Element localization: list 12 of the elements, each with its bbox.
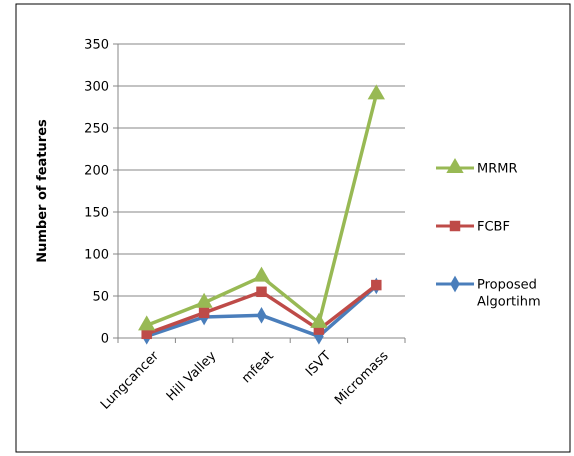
y-tick-label: 300 — [84, 80, 109, 95]
legend-label: FCBF — [477, 220, 510, 235]
y-tick-label: 200 — [84, 164, 109, 179]
y-tick-label: 50 — [92, 290, 109, 305]
y-tick-label: 150 — [84, 206, 109, 221]
y-tick-label: 350 — [84, 38, 109, 53]
y-axis-title: Number of features — [35, 118, 50, 263]
legend-label: Proposed Algortihm — [477, 278, 541, 310]
y-tick-label: 250 — [84, 122, 109, 137]
y-tick-label: 0 — [100, 332, 109, 347]
legend-label: MRMR — [477, 162, 518, 177]
y-tick-label: 100 — [84, 248, 109, 263]
